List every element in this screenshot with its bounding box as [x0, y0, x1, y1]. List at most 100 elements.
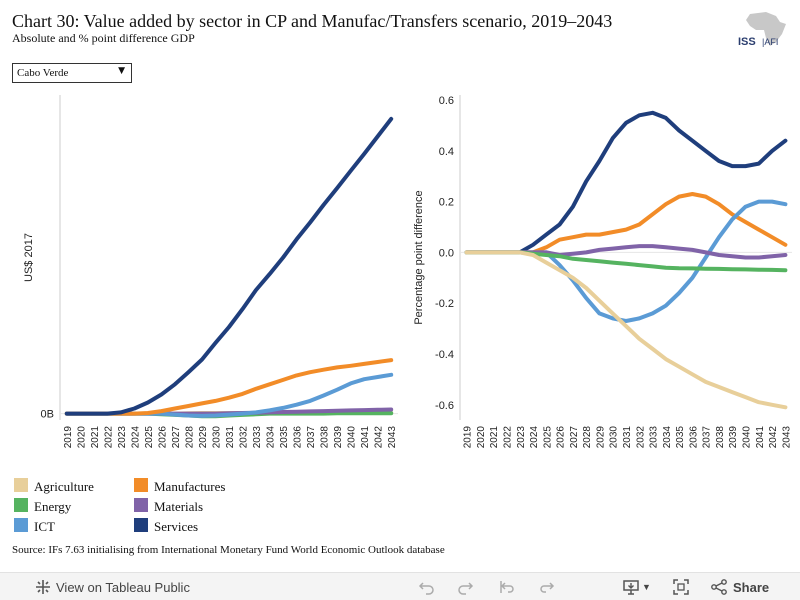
refresh-button[interactable] [538, 577, 556, 597]
undo-button[interactable] [418, 577, 436, 597]
y-axis-label: US$ 2017 [23, 233, 35, 282]
fullscreen-icon [673, 579, 689, 595]
x-tick-label: 2041 [360, 426, 371, 449]
legend-label: Services [154, 519, 199, 534]
undo-icon [418, 582, 434, 595]
x-tick-label: 2040 [347, 426, 358, 449]
x-tick-label: 2031 [225, 426, 236, 449]
x-tick-label: 2035 [279, 426, 290, 449]
x-tick-label: 2038 [715, 426, 726, 449]
y-tick-label: -0.6 [435, 400, 454, 412]
x-tick-label: 2030 [211, 426, 222, 449]
x-tick-label: 2043 [781, 426, 792, 449]
x-tick-label: 2042 [768, 426, 779, 449]
revert-button[interactable] [498, 577, 516, 597]
x-tick-label: 2020 [76, 426, 87, 449]
x-tick-label: 2020 [476, 426, 487, 449]
chart-title: Chart 30: Value added by sector in CP an… [12, 11, 613, 31]
x-tick-label: 2022 [103, 426, 114, 449]
redo-icon [458, 582, 474, 595]
series-line-services[interactable] [64, 116, 394, 416]
x-tick-label: 2030 [609, 426, 620, 449]
y-tick-label: 0.0 [439, 247, 454, 259]
x-tick-label: 2034 [266, 426, 277, 449]
view-on-tableau-label: View on Tableau Public [56, 579, 190, 595]
x-tick-label: 2041 [755, 426, 766, 449]
tableau-toolbar: View on Tableau Public ▼ Share [0, 572, 800, 600]
x-tick-label: 2036 [293, 426, 304, 449]
series-line-agriculture[interactable] [464, 250, 788, 410]
redo-button[interactable] [456, 577, 474, 597]
legend-swatch-materials [134, 498, 148, 512]
iss-africa-logo: ISS |AFI [738, 12, 786, 48]
x-tick-label: 2039 [333, 426, 344, 449]
x-tick-label: 2019 [463, 426, 474, 449]
x-tick-label: 2037 [702, 426, 713, 449]
legend-swatch-agriculture [14, 478, 28, 492]
x-tick-label: 2027 [569, 426, 580, 449]
legend-label: Agriculture [34, 479, 94, 494]
country-filter-value: Cabo Verde [17, 67, 69, 79]
legend-swatch-energy [14, 498, 28, 512]
x-tick-label: 2033 [649, 426, 660, 449]
x-tick-label: 2042 [374, 426, 385, 449]
x-tick-label: 2027 [171, 426, 182, 449]
chevron-down-icon: ▼ [642, 582, 651, 592]
refresh-icon [540, 582, 555, 593]
x-tick-label: 2034 [662, 426, 673, 449]
x-tick-label: 2025 [144, 426, 155, 449]
x-tick-label: 2033 [252, 426, 263, 449]
revert-icon [500, 581, 514, 593]
view-on-tableau-button[interactable]: View on Tableau Public [34, 577, 190, 597]
legend-swatch-ict [14, 518, 28, 532]
share-label: Share [733, 579, 770, 595]
source-note: Source: IFs 7.63 initialising from Inter… [12, 544, 445, 556]
x-tick-label: 2038 [320, 426, 331, 449]
series-line-manufactures[interactable] [464, 192, 788, 255]
share-icon [711, 579, 727, 595]
x-tick-label: 2029 [595, 426, 606, 449]
x-tick-label: 2023 [516, 426, 527, 449]
legend-label: ICT [34, 519, 55, 534]
x-tick-label: 2028 [582, 426, 593, 449]
tableau-logo-icon [36, 580, 50, 594]
y-tick-label: 0.2 [439, 197, 454, 209]
x-tick-label: 2037 [306, 426, 317, 449]
x-tick-label: 2035 [675, 426, 686, 449]
legend-swatch-manufactures [134, 478, 148, 492]
fullscreen-button[interactable] [672, 577, 690, 597]
x-tick-label: 2039 [728, 426, 739, 449]
share-button[interactable]: Share [710, 577, 769, 597]
percentage-point-chart: 0.6 0.4 0.2 0.0 -0.2 -0.4 -0.6 Percentage point… [413, 95, 792, 448]
x-tick-label: 2026 [556, 426, 567, 449]
legend-label: Energy [34, 499, 72, 514]
x-tick-label: 2023 [117, 426, 128, 449]
y-tick-label: 0.4 [439, 146, 454, 158]
country-filter-dropdown[interactable]: Cabo Verde ▼ [12, 63, 132, 83]
x-tick-label: 2021 [489, 426, 500, 449]
y-axis-label: Percentage point difference [413, 190, 425, 324]
x-tick-label: 2028 [184, 426, 195, 449]
x-tick-label: 2043 [387, 426, 398, 449]
y-tick-label: -0.4 [435, 349, 454, 361]
x-tick-label: 2019 [63, 426, 74, 449]
x-tick-label: 2021 [90, 426, 101, 449]
x-tick-label: 2029 [198, 426, 209, 449]
legend-label: Materials [154, 499, 204, 514]
x-tick-label: 2025 [542, 426, 553, 449]
x-tick-label: 2032 [239, 426, 250, 449]
x-tick-label: 2024 [529, 426, 540, 449]
x-tick-label: 2032 [635, 426, 646, 449]
download-button[interactable]: ▼ [622, 577, 651, 597]
download-icon [623, 580, 639, 595]
legend-label: Manufactures [154, 479, 226, 494]
x-tick-label: 2036 [688, 426, 699, 449]
y-tick-label: 0B [41, 409, 54, 421]
y-tick-label: 0.6 [439, 95, 454, 107]
svg-text:|AFI: |AFI [762, 37, 778, 47]
chevron-down-icon: ▼ [118, 66, 125, 76]
legend: Agriculture Manufactures Energy Material… [14, 476, 414, 540]
y-tick-label: -0.2 [435, 298, 454, 310]
